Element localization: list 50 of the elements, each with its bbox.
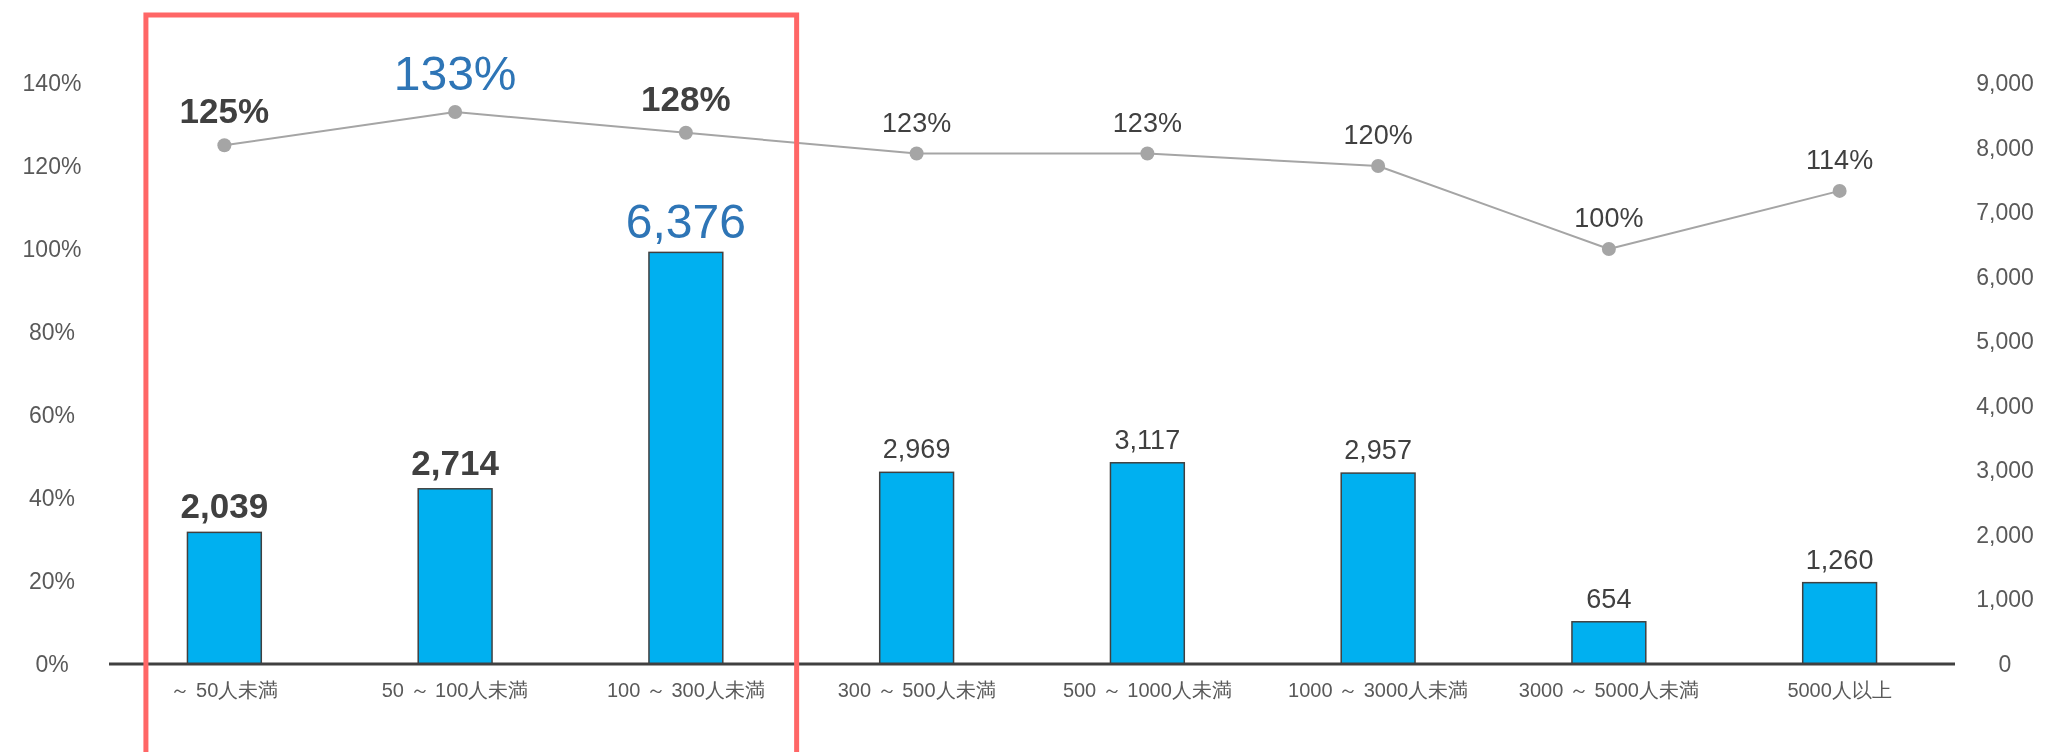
x-tick-label: 300 ～ 500人未満 <box>837 679 996 701</box>
y2-tick-label: 9,000 <box>1976 70 2034 96</box>
data-label: 123% <box>882 107 952 138</box>
x-tick-label: 5000人以上 <box>1787 679 1892 701</box>
data-label: 128% <box>641 78 731 118</box>
y-tick-label: 60% <box>28 402 76 428</box>
data-label: 2,039 <box>180 486 269 526</box>
data-label: 2,957 <box>1344 435 1412 466</box>
point <box>1371 159 1386 173</box>
data-label: 1,260 <box>1805 544 1874 575</box>
data-label: 133% <box>393 47 517 101</box>
data-label: 2,714 <box>411 442 500 482</box>
x-tick-label: 3000 ～ 5000人未満 <box>1518 679 1699 701</box>
y-tick-label: 20% <box>28 568 76 594</box>
point <box>1140 146 1155 161</box>
data-label: 114% <box>1806 144 1874 175</box>
y-tick-label: 140% <box>22 70 82 96</box>
y2-tick-label: 2,000 <box>1976 521 2034 548</box>
x-tick-label: 100 ～ 300人未満 <box>606 679 765 701</box>
x-tick-label: 1000 ～ 3000人未満 <box>1288 679 1469 701</box>
data-label: 120% <box>1343 120 1413 150</box>
y2-tick-label: 8,000 <box>1976 134 2034 161</box>
data-label: 100% <box>1574 203 1644 233</box>
point <box>217 138 232 153</box>
y2-tick-label: 5,000 <box>1976 328 2034 355</box>
point <box>1832 183 1847 198</box>
data-label: 123% <box>1112 107 1182 138</box>
y2-tick-label: 4,000 <box>1976 392 2034 419</box>
data-label: 6,376 <box>625 195 746 249</box>
y2-tick-label: 7,000 <box>1976 199 2034 226</box>
y2-tick-label: 0 <box>1998 651 2012 677</box>
y-tick-label: 40% <box>28 485 76 511</box>
point <box>909 146 924 161</box>
y-tick-label: 0% <box>35 651 69 677</box>
data-label: 654 <box>1586 583 1632 614</box>
y-tick-label: 100% <box>22 236 82 262</box>
data-label: 125% <box>179 91 270 131</box>
y-tick-label: 80% <box>28 319 76 345</box>
data-label: 3,117 <box>1114 424 1181 455</box>
point <box>448 105 463 120</box>
x-tick-label: 50 ～ 100人未満 <box>381 679 529 701</box>
y-tick-label: 120% <box>22 153 82 179</box>
data-label: 2,969 <box>882 434 951 465</box>
point <box>1601 242 1616 256</box>
x-tick-label: ～ 50人未満 <box>170 679 279 701</box>
point <box>678 125 693 140</box>
y2-tick-label: 1,000 <box>1976 586 2034 613</box>
x-tick-label: 500 ～ 1000人未満 <box>1062 679 1232 701</box>
y2-tick-label: 3,000 <box>1976 457 2034 484</box>
y2-tick-label: 6,000 <box>1976 263 2034 290</box>
